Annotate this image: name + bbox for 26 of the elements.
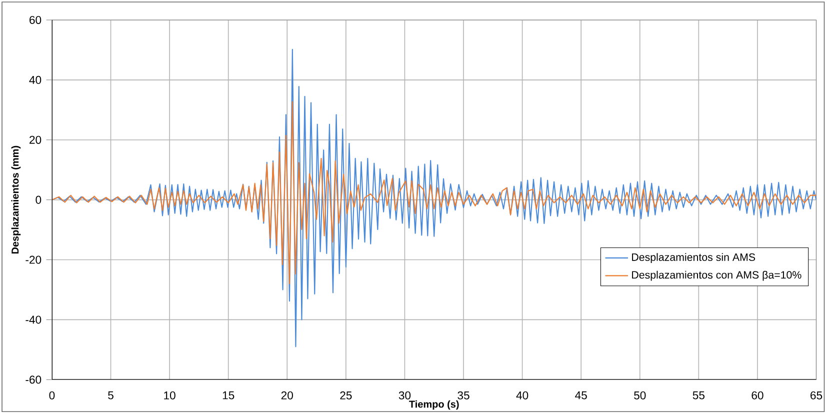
- y-tick-label: 60: [30, 16, 42, 24]
- x-tick-label: 10: [164, 391, 176, 400]
- x-tick-label: 25: [340, 391, 352, 400]
- legend-label: Desplazamientos con AMS βa=10%: [632, 270, 802, 281]
- y-axis-title: Desplazamientos (mm): [11, 146, 21, 254]
- x-tick-label: 30: [398, 391, 411, 400]
- x-tick-label: 0: [49, 391, 55, 400]
- y-tick-label: 0: [36, 196, 42, 204]
- line-series: [52, 101, 816, 284]
- y-tick-label: 40: [29, 76, 42, 84]
- x-tick-label: 20: [281, 391, 293, 400]
- x-tick-label: 50: [634, 391, 646, 400]
- x-tick-label: 35: [458, 391, 470, 400]
- legend-label: Desplazamientos sin AMS: [632, 253, 756, 263]
- y-tick-label: -40: [26, 316, 42, 324]
- x-tick-label: 5: [108, 391, 114, 400]
- y-tick-label: 20: [30, 136, 42, 144]
- x-tick-label: 55: [692, 391, 704, 400]
- x-tick-label: 40: [516, 391, 528, 400]
- y-tick-label: -20: [26, 256, 42, 264]
- x-axis-title: Tiempo (s): [409, 400, 459, 410]
- x-tick-label: 60: [752, 391, 764, 400]
- x-tick-label: 65: [810, 391, 822, 400]
- x-tick-label: 45: [575, 391, 587, 400]
- y-tick-label: -60: [26, 376, 42, 384]
- x-tick-label: 15: [222, 391, 234, 400]
